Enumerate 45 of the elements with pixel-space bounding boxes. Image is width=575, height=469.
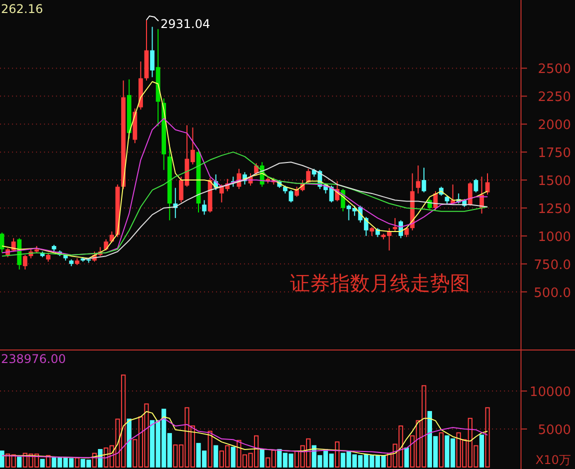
bar bbox=[438, 432, 444, 468]
candlestick bbox=[150, 26, 154, 78]
y-tick-label: 2500 bbox=[538, 62, 571, 78]
annotation: 262.16 bbox=[1, 2, 43, 16]
candlestick bbox=[202, 200, 206, 216]
y-tick-label: 5000 bbox=[538, 423, 571, 438]
y-tick-label: 1250 bbox=[538, 202, 571, 217]
bar bbox=[334, 441, 340, 468]
bar bbox=[40, 458, 45, 468]
bar bbox=[126, 418, 132, 468]
bar bbox=[260, 449, 264, 468]
y-tick-label: 1750 bbox=[538, 146, 571, 162]
candlestick bbox=[0, 232, 4, 254]
y-tick-label: 2250 bbox=[538, 90, 571, 106]
bar bbox=[17, 456, 22, 468]
bar bbox=[230, 446, 236, 468]
y-tick-label: 10000 bbox=[530, 385, 571, 400]
annotation: 2931.04 bbox=[160, 17, 210, 32]
bar bbox=[92, 452, 97, 468]
candlestick bbox=[288, 190, 294, 203]
bar bbox=[485, 407, 490, 468]
bar bbox=[214, 445, 218, 468]
candlestick bbox=[306, 168, 311, 184]
y-axis-title: X10万 bbox=[536, 453, 571, 467]
candlestick bbox=[416, 164, 420, 194]
y-tick-label: 750.0 bbox=[534, 258, 571, 273]
y-tick-label: 2000 bbox=[538, 118, 571, 134]
candlestick bbox=[468, 182, 472, 206]
line-series bbox=[1, 118, 488, 256]
bar bbox=[74, 457, 80, 468]
bar bbox=[0, 450, 4, 468]
annotation: 238976.00 bbox=[1, 352, 66, 366]
bar bbox=[404, 448, 409, 468]
bar bbox=[479, 434, 484, 468]
line-series bbox=[1, 152, 488, 257]
y-tick-label: 1000 bbox=[538, 230, 571, 245]
y-tick-label: 500.0 bbox=[534, 286, 571, 301]
y-tick-label: 1500 bbox=[538, 174, 571, 190]
line-series bbox=[82, 162, 488, 260]
candlestick bbox=[22, 254, 28, 270]
candlestick bbox=[404, 226, 409, 238]
bar bbox=[46, 455, 51, 468]
candlestick bbox=[422, 167, 426, 193]
bar bbox=[208, 430, 212, 468]
text: 证券指数月线走势图 bbox=[290, 271, 470, 295]
